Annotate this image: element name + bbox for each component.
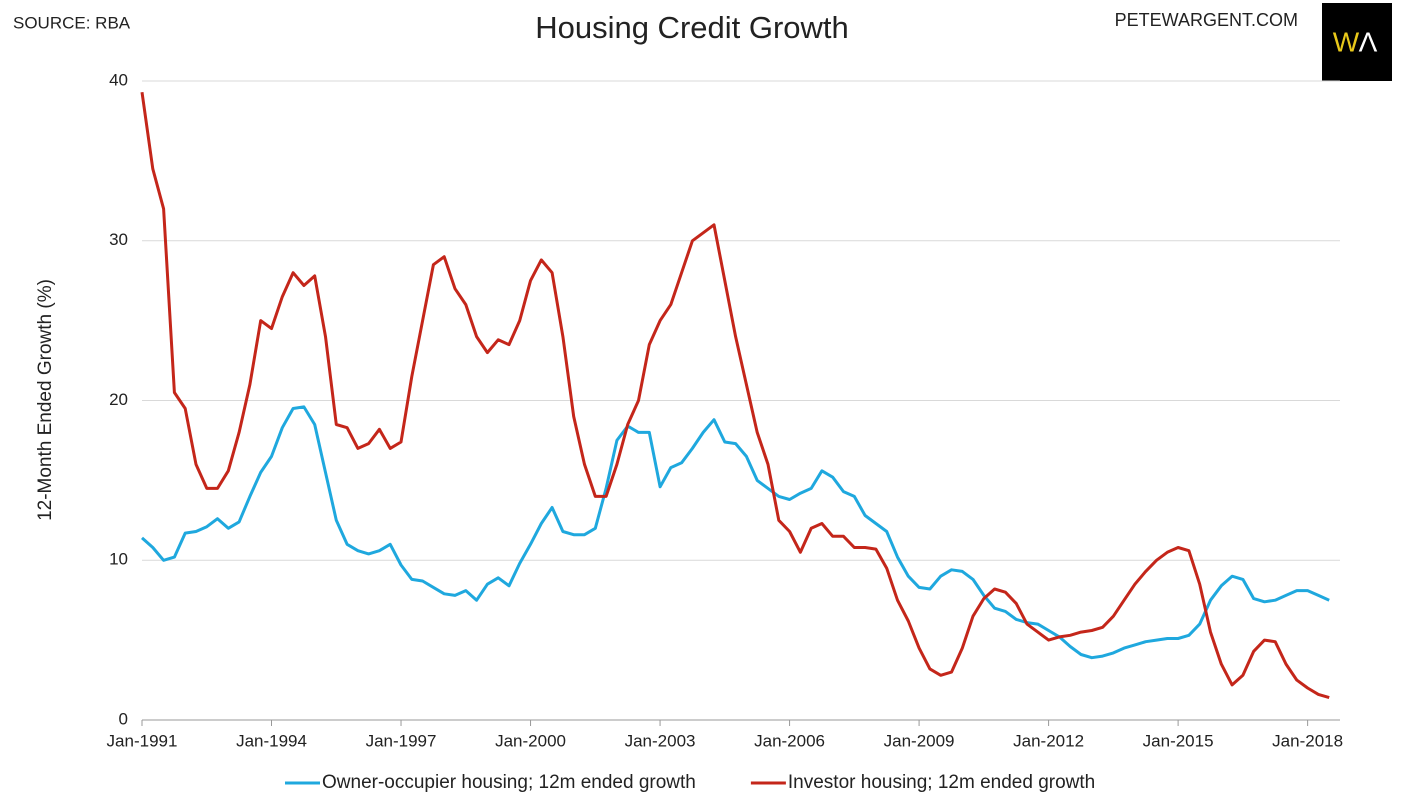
x-tick-label: Jan-1997 [366, 731, 437, 750]
source-note: SOURCE: RBA [13, 13, 131, 32]
y-tick-label: 40 [109, 70, 128, 89]
x-tick-label: Jan-2015 [1143, 731, 1214, 750]
x-tick-label: Jan-2018 [1272, 731, 1343, 750]
x-tick-label: Jan-2003 [625, 731, 696, 750]
x-tick-label: Jan-2006 [754, 731, 825, 750]
logo-letter: W [1333, 26, 1360, 57]
x-tick-label: Jan-2000 [495, 731, 566, 750]
x-tick-label: Jan-1994 [236, 731, 307, 750]
x-tick-label: Jan-2009 [884, 731, 955, 750]
y-axis-label: 12-Month Ended Growth (%) [35, 279, 56, 521]
legend-label: Owner-occupier housing; 12m ended growth [322, 772, 696, 793]
chart-title: Housing Credit Growth [535, 10, 849, 45]
credit: PETEWARGENT.COM [1115, 10, 1298, 30]
x-tick-label: Jan-2012 [1013, 731, 1084, 750]
legend-label: Investor housing; 12m ended growth [788, 772, 1095, 793]
x-tick-label: Jan-1991 [107, 731, 178, 750]
data-line [141, 405, 1330, 660]
data-line [140, 91, 1330, 700]
y-tick-label: 10 [109, 550, 128, 569]
logo-box [1322, 3, 1392, 81]
y-tick-label: 0 [119, 709, 128, 728]
logo-letter: Λ [1359, 26, 1378, 57]
y-tick-label: 20 [109, 390, 128, 409]
y-tick-label: 30 [109, 230, 128, 249]
